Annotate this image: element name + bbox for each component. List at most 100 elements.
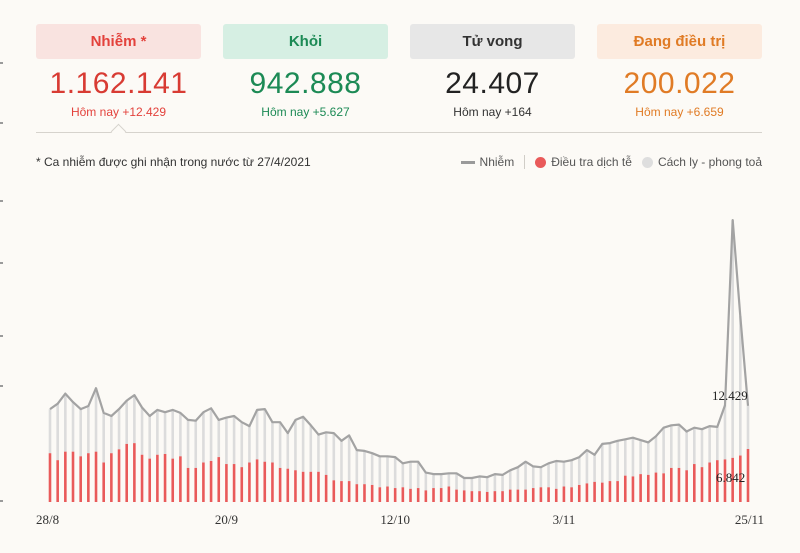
bar-community <box>508 489 512 502</box>
bar-community <box>562 486 566 502</box>
legend-dot-swatch <box>535 156 547 168</box>
bar-community <box>79 456 82 502</box>
bar-community <box>447 486 451 502</box>
bar-community <box>286 468 290 502</box>
bar-quarantine <box>117 409 121 450</box>
bar-quarantine <box>654 436 658 473</box>
bar-quarantine <box>708 426 711 463</box>
bar-community <box>340 481 343 502</box>
bar-quarantine <box>409 461 412 489</box>
tab-infected[interactable]: Nhiễm * 1.162.141 Hôm nay +12.429 <box>36 24 201 119</box>
bar-quarantine <box>179 412 182 457</box>
bar-quarantine <box>347 435 351 482</box>
bar-community <box>393 488 397 502</box>
bar-quarantine <box>416 461 420 489</box>
tab-treating-today: Hôm nay +6.659 <box>635 105 724 119</box>
total-cases-line <box>49 219 750 480</box>
bar-community <box>524 489 527 502</box>
tab-treating-total: 200.022 <box>623 67 736 100</box>
bar-community <box>685 470 688 502</box>
annotation-community: 6.842 <box>716 470 745 485</box>
bar-community <box>700 467 704 502</box>
tab-recovered[interactable]: Khỏi 942.888 Hôm nay +5.627 <box>223 24 388 119</box>
bar-community <box>662 473 665 502</box>
bar-community <box>462 490 466 502</box>
bar-quarantine <box>271 422 274 463</box>
bar-quarantine <box>56 403 59 461</box>
bar-community <box>240 467 244 502</box>
bar-quarantine <box>378 456 382 488</box>
tabs-divider <box>36 132 762 133</box>
bar-community <box>478 491 481 502</box>
bar-quarantine <box>363 450 366 485</box>
legend-item-community[interactable]: Điều tra dịch tễ <box>535 155 632 169</box>
bar-community <box>232 464 236 502</box>
bar-community <box>217 457 221 502</box>
bar-quarantine <box>570 460 573 488</box>
bar-community <box>669 467 673 502</box>
bar-community <box>432 488 435 502</box>
tab-deaths[interactable]: Tử vong 24.407 Hôm nay +164 <box>410 24 575 119</box>
tab-treating[interactable]: Đang điều trị 200.022 Hôm nay +6.659 <box>597 24 762 119</box>
bar-community <box>409 488 412 502</box>
bar-community <box>133 443 136 502</box>
legend-item-quarantine[interactable]: Cách ly - phong toả <box>641 155 762 169</box>
bar-quarantine <box>217 419 221 458</box>
chart-legend: Nhiễm Điều tra dịch tễ Cách ly - phong t… <box>451 155 762 169</box>
bar-quarantine <box>677 424 681 468</box>
stat-tabs: Nhiễm * 1.162.141 Hôm nay +12.429 Khỏi 9… <box>36 24 762 124</box>
tab-infected-total: 1.162.141 <box>49 67 188 100</box>
bar-quarantine <box>163 412 167 454</box>
legend-label-quarantine: Cách ly - phong toả <box>657 155 762 169</box>
bar-quarantine <box>79 409 82 457</box>
bar-quarantine <box>140 407 144 455</box>
bar-quarantine <box>232 416 236 465</box>
bar-quarantine <box>424 472 428 491</box>
bar-community <box>209 460 213 502</box>
bar-community <box>639 474 642 502</box>
bar-quarantine <box>562 461 566 487</box>
tab-deaths-today: Hôm nay +164 <box>453 105 532 119</box>
bar-community <box>554 488 558 502</box>
bar-community <box>570 487 573 502</box>
tab-recovered-total: 942.888 <box>249 67 362 100</box>
bar-quarantine <box>439 474 443 489</box>
bar-quarantine <box>340 440 343 482</box>
bar-community <box>716 460 719 502</box>
bar-quarantine <box>616 440 619 482</box>
bar-community <box>110 453 113 502</box>
bar-quarantine <box>539 467 543 488</box>
bar-quarantine <box>516 467 520 490</box>
bar-quarantine <box>547 463 550 488</box>
bar-community <box>401 487 405 502</box>
bar-quarantine <box>263 409 267 462</box>
bar-quarantine <box>485 477 489 492</box>
legend-item-infected[interactable]: Nhiễm <box>460 155 515 169</box>
bar-quarantine <box>493 474 497 492</box>
bar-community <box>171 458 175 502</box>
bar-quarantine <box>639 440 642 475</box>
tab-recovered-today: Hôm nay +5.627 <box>261 105 350 119</box>
left-edge-marks <box>0 0 4 553</box>
bar-community <box>470 491 474 502</box>
bar-quarantine <box>278 422 282 468</box>
bar-quarantine <box>577 457 581 485</box>
bar-quarantine <box>531 466 535 489</box>
bar-quarantine <box>700 429 704 468</box>
bar-community <box>294 470 297 502</box>
bar-quarantine <box>294 419 297 471</box>
bar-quarantine <box>309 425 313 472</box>
tab-infected-today: Hôm nay +12.429 <box>70 105 167 119</box>
bar-community <box>324 474 328 502</box>
bar-community <box>263 461 267 502</box>
bar-quarantine <box>462 477 466 491</box>
bar-community <box>156 454 159 502</box>
legend-label-infected: Nhiễm <box>479 155 515 169</box>
bar-quarantine <box>332 433 336 481</box>
bar-quarantine <box>156 409 159 455</box>
tab-infected-label: Nhiễm * <box>36 24 201 59</box>
bar-community <box>140 454 144 502</box>
bar-community <box>87 453 90 502</box>
bar-quarantine <box>386 456 389 487</box>
